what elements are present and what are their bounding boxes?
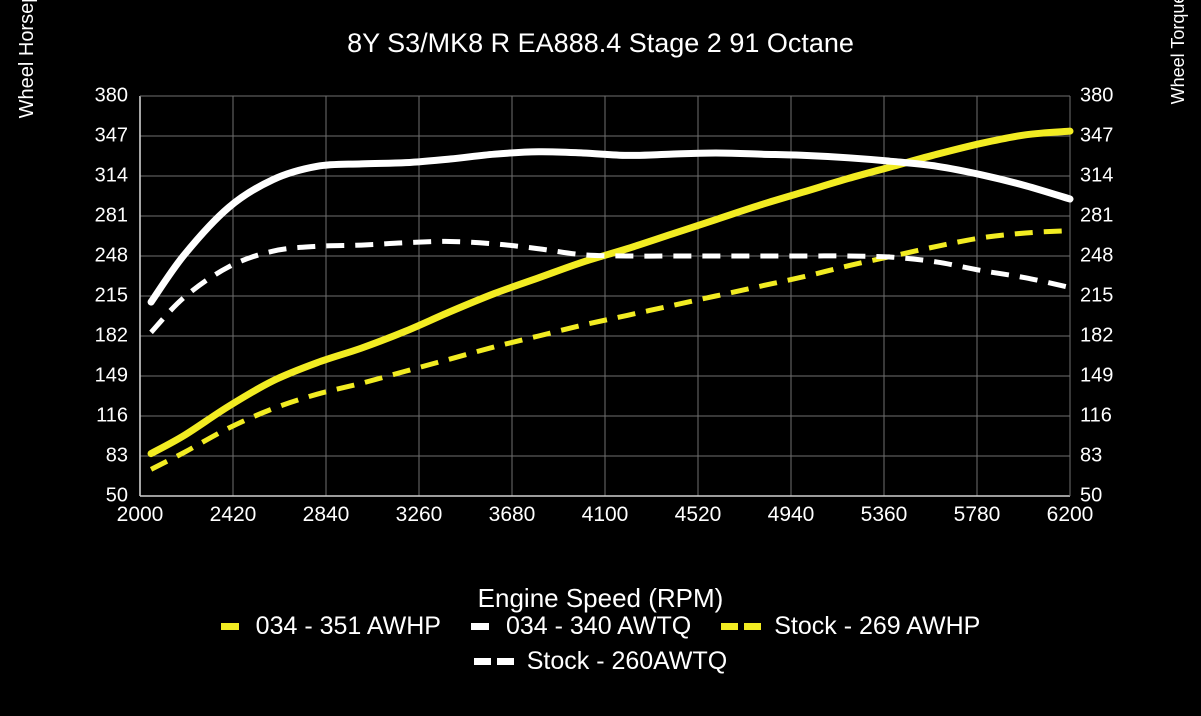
y-tick-label-right: 281 <box>1080 204 1114 227</box>
y-tick-label-left: 380 <box>94 84 128 107</box>
series-line-2 <box>149 228 1071 472</box>
legend-label: Stock - 260AWTQ <box>526 647 728 675</box>
chart-legend: 034 - 351 AWHP 034 - 340 AWTQ Stock - 269 … <box>0 612 1201 676</box>
series-layer <box>147 127 1074 472</box>
legend-swatch-segment <box>744 623 762 630</box>
y-tick-label-right: 149 <box>1080 364 1114 387</box>
y-tick-label-left: 347 <box>94 124 128 147</box>
legend-row: 034 - 351 AWHP 034 - 340 AWTQ Stock - 269 … <box>0 612 1201 641</box>
y-tick-label-right: 116 <box>1080 404 1112 427</box>
legend-label: 034 - 351 AWHP <box>255 612 441 640</box>
legend-swatch-segment <box>496 658 514 665</box>
y-tick-label-right: 248 <box>1080 244 1114 267</box>
y-tick-label-left: 281 <box>94 204 128 227</box>
x-tick-label: 4940 <box>767 503 815 526</box>
legend-label: 034 - 340 AWTQ <box>505 612 692 640</box>
legend-swatch-segment <box>721 623 739 630</box>
y-tick-label-left: 83 <box>105 444 128 467</box>
x-tick-label: 4520 <box>674 503 722 526</box>
x-tick-label: 2420 <box>209 503 257 526</box>
y-tick-label-right: 83 <box>1080 444 1103 467</box>
legend-item[interactable]: 034 - 340 AWTQ <box>470 612 692 641</box>
y-tick-label-right: 182 <box>1080 324 1114 347</box>
x-tick-label: 5360 <box>860 503 908 526</box>
legend-swatch-icon <box>473 657 518 667</box>
y-tick-label-left: 50 <box>105 484 128 507</box>
legend-swatch-icon <box>721 622 765 632</box>
series-line-1 <box>147 148 1074 306</box>
y-tick-label-left: 149 <box>94 364 128 387</box>
legend-label: Stock - 269 AWHP <box>774 612 981 640</box>
chart-title: 8Y S3/MK8 R EA888.4 Stage 2 91 Octane <box>347 28 854 58</box>
y-tick-label-right: 347 <box>1080 124 1114 147</box>
y-tick-label-right: 215 <box>1080 284 1114 307</box>
y-tick-label-right: 50 <box>1080 484 1103 507</box>
x-tick-label: 3680 <box>488 503 536 526</box>
legend-item[interactable]: Stock - 260AWTQ <box>473 647 728 676</box>
axis-frame <box>139 95 1071 497</box>
x-tick-label: 2840 <box>302 503 350 526</box>
x-axis-title: Engine Speed (RPM) <box>477 583 724 613</box>
y-tick-label-left: 314 <box>94 164 128 187</box>
legend-swatch-segment <box>473 658 491 665</box>
x-tick-label: 4100 <box>581 503 629 526</box>
gridlines <box>140 95 1071 496</box>
series-line-3 <box>149 238 1071 335</box>
x-tick-label: 5780 <box>953 503 1001 526</box>
legend-item[interactable]: 034 - 351 AWHP <box>220 612 441 641</box>
y-tick-label-right: 314 <box>1080 164 1114 187</box>
x-tick-label: 2000 <box>116 503 164 526</box>
y-tick-label-left: 182 <box>94 324 128 347</box>
legend-item[interactable]: Stock - 269 AWHP <box>721 612 980 641</box>
legend-row: Stock - 260AWTQ <box>0 647 1201 676</box>
x-tick-label: 3260 <box>395 503 443 526</box>
legend-swatch-icon <box>470 622 497 632</box>
y-tick-label-left: 116 <box>96 404 128 427</box>
y-tick-label-right: 380 <box>1080 84 1114 107</box>
legend-swatch-segment <box>220 623 239 630</box>
y-tick-label-left: 248 <box>94 244 128 267</box>
legend-swatch-segment <box>470 623 489 630</box>
x-tick-label: 6200 <box>1046 503 1094 526</box>
y-tick-label-left: 215 <box>94 284 128 307</box>
legend-swatch-icon <box>220 622 247 632</box>
